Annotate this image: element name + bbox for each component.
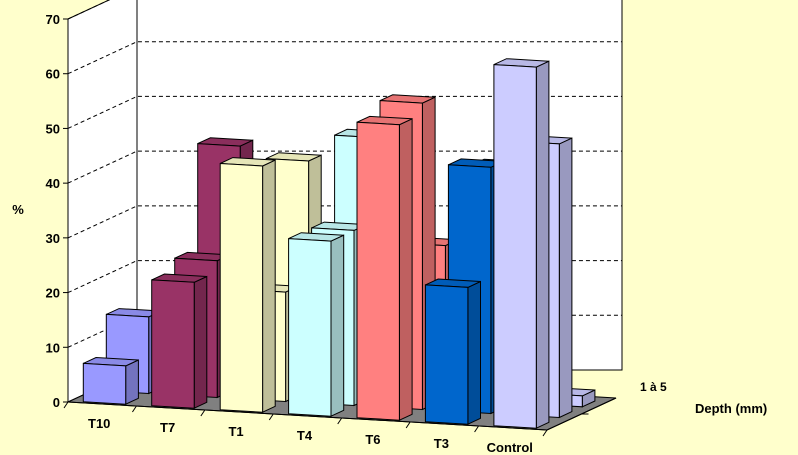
y-tick-label: 60 xyxy=(46,67,60,82)
x-tick xyxy=(542,429,548,437)
bar-front xyxy=(219,162,264,413)
x-tick-label: Control xyxy=(487,440,533,455)
bar-side xyxy=(398,118,413,421)
x-tick xyxy=(268,413,274,421)
y-tick-label: 20 xyxy=(46,286,60,301)
bar-front xyxy=(424,284,469,425)
bar-front xyxy=(288,238,332,417)
y-tick-label: 10 xyxy=(46,340,60,355)
bar xyxy=(424,278,481,425)
x-tick xyxy=(200,409,206,417)
x-tick xyxy=(337,417,343,425)
bar xyxy=(82,356,139,405)
x-tick-label: T7 xyxy=(160,420,175,435)
gridline xyxy=(67,95,622,129)
bar-side xyxy=(262,159,276,413)
y-tick-label: 0 xyxy=(53,395,60,410)
y-tick-label: 70 xyxy=(46,12,60,27)
bar-front xyxy=(82,362,127,405)
y-tick-label: 50 xyxy=(46,121,60,136)
x-tick xyxy=(474,425,479,433)
x-tick-label: T10 xyxy=(88,416,110,431)
bar xyxy=(288,232,345,417)
x-tick-label: T1 xyxy=(228,424,243,439)
bar-front xyxy=(493,64,537,429)
x-tick xyxy=(405,421,411,429)
bar-side xyxy=(467,280,481,425)
y-tick-label: 30 xyxy=(46,231,60,246)
x-tick xyxy=(132,405,137,413)
bars xyxy=(82,58,596,429)
gridline xyxy=(67,150,622,184)
bar xyxy=(151,273,208,409)
x-tick-label: T3 xyxy=(434,436,449,451)
x-axis-line xyxy=(67,401,548,431)
bar-side xyxy=(558,137,573,419)
bar-front xyxy=(151,279,195,409)
y-axis-label: % xyxy=(12,202,24,217)
x-tick-labels: T10 T7 T1 T4 T6 T3 Control xyxy=(88,416,533,455)
x-tick xyxy=(63,401,69,409)
bar-side xyxy=(535,60,550,429)
y-tick-labels: 0 10 20 30 40 50 60 70 xyxy=(46,12,60,410)
bar xyxy=(493,58,550,429)
axes xyxy=(63,18,617,437)
depth-axis-label: Depth (mm) xyxy=(695,401,767,416)
bar-side xyxy=(330,234,345,417)
gridline xyxy=(67,41,622,75)
bar-side xyxy=(125,359,139,405)
bar-front xyxy=(356,121,400,421)
bar xyxy=(219,157,276,413)
bar-side xyxy=(193,275,208,409)
bar xyxy=(356,115,413,421)
depth-tick-label: 1 à 5 xyxy=(640,380,667,394)
y-tick-label: 40 xyxy=(46,176,60,191)
x-tick-label: T4 xyxy=(297,428,313,443)
x-tick-label: T6 xyxy=(365,432,380,447)
